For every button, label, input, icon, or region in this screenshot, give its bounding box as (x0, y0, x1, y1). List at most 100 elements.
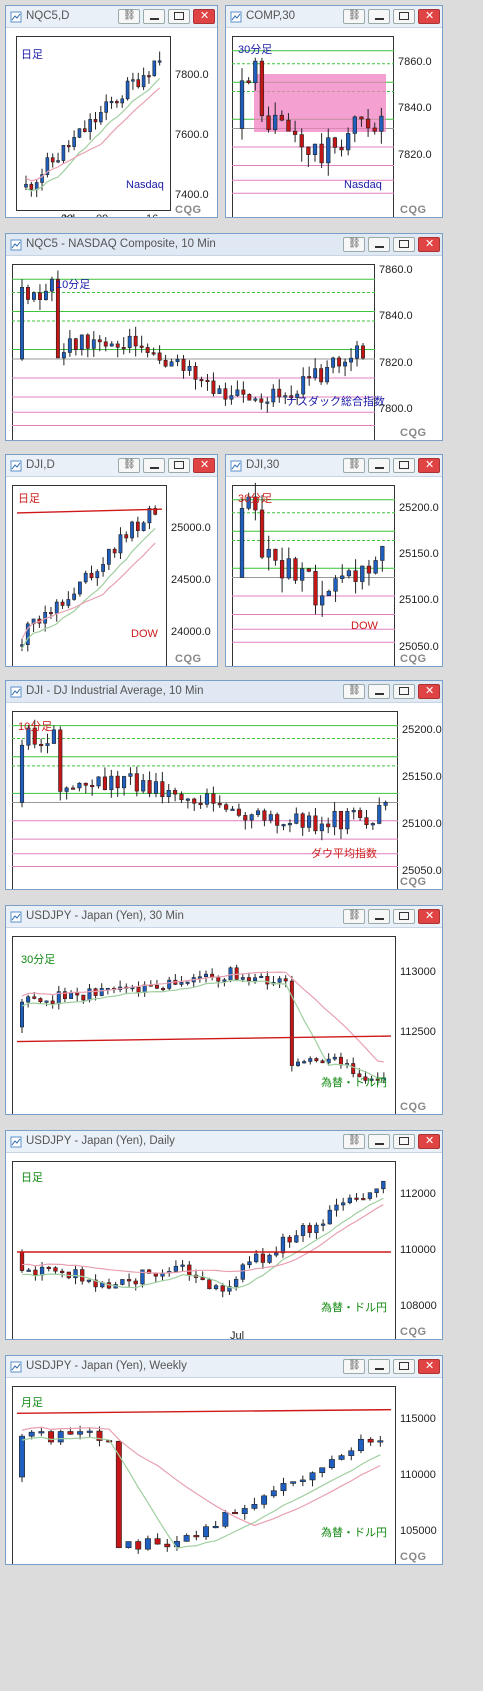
candle (197, 976, 202, 979)
chart-window-usdjpy30[interactable]: USDJPY - Japan (Yen), 30 Min ⛓ ✕ 30分足 為替・ドル円… (5, 905, 443, 1115)
candle (124, 534, 129, 539)
candle (357, 1438, 364, 1452)
window-titlebar[interactable]: USDJPY - Japan (Yen), Weekly ⛓ ✕ (6, 1356, 442, 1378)
window-titlebar[interactable]: COMP,30 ⛓ ✕ (226, 6, 442, 28)
maximize-button[interactable] (393, 237, 415, 252)
link-icon[interactable]: ⛓ (343, 1134, 365, 1149)
minimize-button[interactable] (143, 458, 165, 473)
candle (332, 137, 338, 148)
candle (338, 1056, 343, 1066)
close-icon: ✕ (425, 1360, 435, 1372)
window-titlebar[interactable]: NQC5 - NASDAQ Composite, 10 Min ⛓ ✕ (6, 234, 442, 256)
chart-window-comp30[interactable]: COMP,30⛓✕30分足Nasdaq7860.07840.07820.019-… (225, 5, 443, 218)
plot-area[interactable] (12, 1161, 396, 1339)
close-button[interactable]: ✕ (193, 458, 215, 473)
candle (380, 546, 385, 561)
link-icon[interactable]: ⛓ (343, 1359, 365, 1374)
candle (359, 116, 364, 120)
candle (115, 775, 120, 789)
candle (320, 1060, 325, 1064)
candle (32, 727, 37, 745)
candle (211, 380, 216, 394)
chart-window-usdjpyd[interactable]: USDJPY - Japan (Yen), Daily ⛓ ✕ 日足 為替・ドル円 112… (5, 1130, 443, 1340)
chart-app-icon (230, 460, 242, 472)
candle (375, 1078, 380, 1081)
maximize-icon (399, 240, 409, 248)
cqg-logo: CQG (400, 653, 427, 665)
candle (251, 1504, 258, 1509)
link-icon[interactable]: ⛓ (343, 909, 365, 924)
link-icon[interactable]: ⛓ (343, 684, 365, 699)
y-axis-tick: 7860.0 (379, 264, 413, 276)
candle (83, 572, 88, 583)
candle (239, 508, 245, 578)
candle (187, 1264, 192, 1276)
chart-window-nqc5_10[interactable]: NQC5 - NASDAQ Composite, 10 Min ⛓ ✕ 10分足 ナスダ… (5, 233, 443, 441)
plot-area[interactable] (12, 936, 396, 1114)
plot-area[interactable] (12, 485, 167, 666)
window-titlebar[interactable]: USDJPY - Japan (Yen), 30 Min ⛓ ✕ (6, 906, 442, 928)
close-button[interactable]: ✕ (418, 458, 440, 473)
chart-window-nqc5d[interactable]: NQC5,D ⛓ ✕ 日足 Nasdaq 7800.0 7600.0 7400.0 Jul02 0… (5, 5, 218, 218)
close-icon: ✕ (425, 910, 435, 922)
close-button[interactable]: ✕ (418, 9, 440, 24)
window-titlebar[interactable]: DJI - DJ Industrial Average, 10 Min ⛓ ✕ (6, 681, 442, 703)
minimize-button[interactable] (143, 9, 165, 24)
candle (370, 823, 375, 826)
window-titlebar[interactable]: DJI,D ⛓ ✕ (6, 455, 217, 477)
link-icon[interactable]: ⛓ (343, 458, 365, 473)
window-titlebar[interactable]: USDJPY - Japan (Yen), Daily ⛓ ✕ (6, 1131, 442, 1153)
link-icon[interactable]: ⛓ (343, 237, 365, 252)
chain-link-icon: ⛓ (348, 685, 361, 696)
window-titlebar[interactable]: DJI,30 ⛓ ✕ (226, 455, 442, 477)
minimize-button[interactable] (368, 458, 390, 473)
maximize-button[interactable] (393, 909, 415, 924)
candle (203, 1526, 209, 1538)
chart-app-icon (10, 11, 22, 23)
candle (164, 1543, 171, 1548)
candle (134, 773, 139, 792)
minimize-button[interactable] (368, 237, 390, 252)
candle (146, 1269, 152, 1274)
candle (239, 80, 245, 129)
link-icon[interactable]: ⛓ (343, 9, 365, 24)
minimize-button[interactable] (368, 684, 390, 699)
maximize-button[interactable] (393, 458, 415, 473)
chart-window-dji10[interactable]: DJI - DJ Industrial Average, 10 Min ⛓ ✕ 10分… (5, 680, 443, 890)
maximize-button[interactable] (393, 9, 415, 24)
window-titlebar[interactable]: NQC5,D ⛓ ✕ (6, 6, 217, 28)
maximize-button[interactable] (393, 1359, 415, 1374)
chart-window-dji30[interactable]: DJI,30 ⛓ ✕ 30分足 DOW 25200.0 25150.0 25100.0 2505… (225, 454, 443, 667)
link-icon[interactable]: ⛓ (118, 9, 140, 24)
maximize-button[interactable] (168, 9, 190, 24)
chart-window-usdjpyw[interactable]: USDJPY - Japan (Yen), Weekly ⛓ ✕ 月足 為替・ドル円 11… (5, 1355, 443, 1565)
close-button[interactable]: ✕ (418, 909, 440, 924)
candle (93, 1279, 98, 1288)
close-button[interactable]: ✕ (418, 1359, 440, 1374)
candle (301, 376, 306, 395)
candle (96, 1430, 103, 1441)
candle (125, 80, 130, 100)
candle (253, 496, 258, 511)
plot-area[interactable] (12, 264, 375, 440)
candle (314, 1224, 319, 1233)
y-axis-tick: 112000 (400, 1188, 436, 1200)
minimize-button[interactable] (368, 1359, 390, 1374)
y-axis-tick: 7800.0 (379, 403, 413, 415)
candle (78, 581, 82, 595)
link-icon[interactable]: ⛓ (118, 458, 140, 473)
close-button[interactable]: ✕ (418, 1134, 440, 1149)
maximize-button[interactable] (393, 1134, 415, 1149)
minimize-button[interactable] (368, 1134, 390, 1149)
minimize-button[interactable] (368, 909, 390, 924)
maximize-button[interactable] (168, 458, 190, 473)
close-button[interactable]: ✕ (418, 237, 440, 252)
close-button[interactable]: ✕ (418, 684, 440, 699)
candle (365, 118, 371, 129)
candle (54, 601, 59, 614)
chart-window-djid[interactable]: DJI,D⛓✕日足DOW25000.024500.024000.0Jul0209… (5, 454, 218, 667)
candle (104, 101, 108, 113)
maximize-button[interactable] (393, 684, 415, 699)
minimize-button[interactable] (368, 9, 390, 24)
close-button[interactable]: ✕ (193, 9, 215, 24)
